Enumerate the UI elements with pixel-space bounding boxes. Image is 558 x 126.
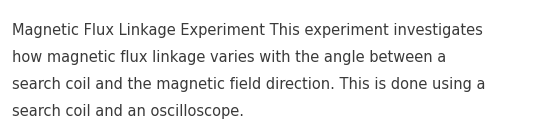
Text: search coil and an oscilloscope.: search coil and an oscilloscope. [12,104,244,119]
Text: search coil and the magnetic field direction. This is done using a: search coil and the magnetic field direc… [12,77,486,92]
Text: how magnetic flux linkage varies with the angle between a: how magnetic flux linkage varies with th… [12,50,446,65]
Text: Magnetic Flux Linkage Experiment This experiment investigates: Magnetic Flux Linkage Experiment This ex… [12,23,483,38]
